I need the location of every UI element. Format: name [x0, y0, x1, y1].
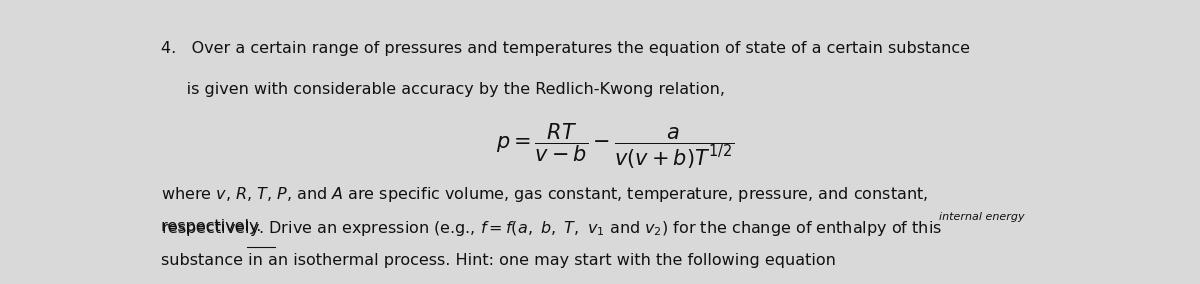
Text: is given with considerable accuracy by the Redlich-Kwong relation,: is given with considerable accuracy by t…: [161, 82, 725, 97]
Text: respectively.: respectively.: [161, 219, 266, 234]
Text: $p = \dfrac{RT}{v-b} - \dfrac{a}{v(v+b)T^{1/2}}$: $p = \dfrac{RT}{v-b} - \dfrac{a}{v(v+b)T…: [496, 122, 734, 171]
Text: internal energy: internal energy: [938, 212, 1025, 222]
Text: where $v$, $R$, $T$, $P$, and $A$ are specific volume, gas constant, temperature: where $v$, $R$, $T$, $P$, and $A$ are sp…: [161, 185, 929, 204]
Text: respectively. Drive an expression (e.g., $f = f(a,\ b,\ T,\ v_1$ and $v_2)$ for : respectively. Drive an expression (e.g.,…: [161, 219, 942, 238]
Text: 4.   Over a certain range of pressures and temperatures the equation of state of: 4. Over a certain range of pressures and…: [161, 41, 970, 56]
Text: substance in an isothermal process. Hint: one may start with the following equat: substance in an isothermal process. Hint…: [161, 253, 836, 268]
